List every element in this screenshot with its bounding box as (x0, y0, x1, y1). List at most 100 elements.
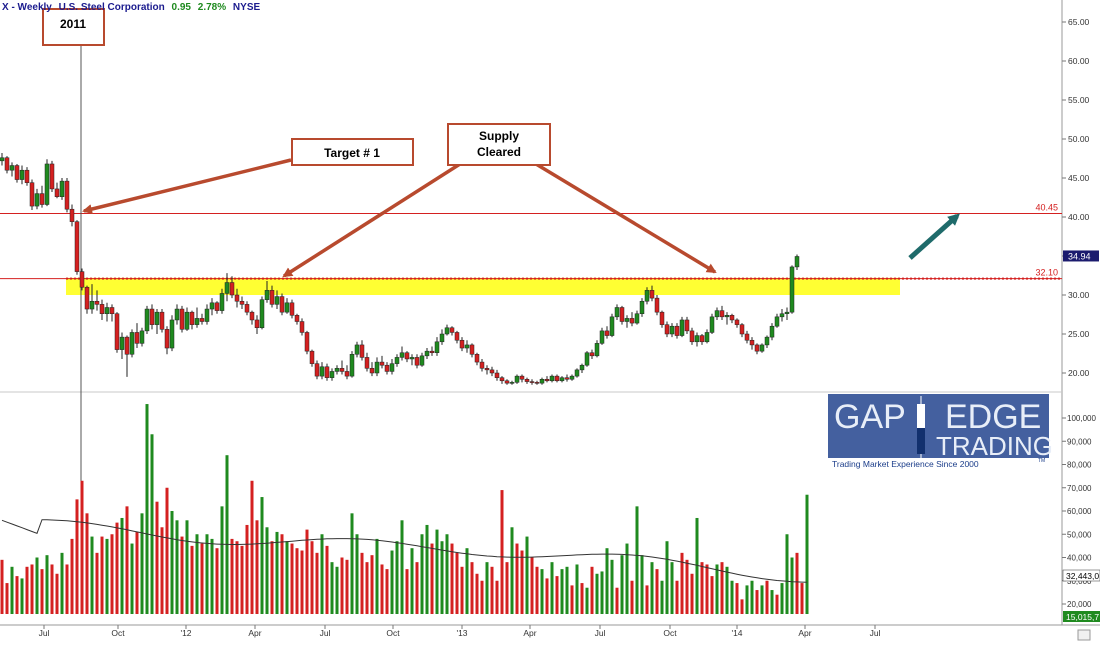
candle-body (714, 310, 720, 318)
volume-bar (165, 487, 169, 614)
candle (64, 178, 70, 213)
candle (169, 315, 175, 352)
candle (154, 309, 160, 334)
volume-bar (640, 555, 644, 614)
candle (304, 330, 310, 355)
volume-bar (240, 545, 244, 614)
date-tick-label: Apr (798, 628, 811, 638)
volume-last-label: 15,015,7 (1066, 612, 1099, 622)
candle (744, 330, 750, 344)
candle-body (449, 327, 455, 333)
candle-body (669, 325, 675, 335)
candle (209, 298, 215, 316)
date-tick-label: Jul (320, 628, 331, 638)
candle-body (734, 319, 740, 325)
volume-bar (215, 548, 219, 614)
volume-bar (65, 564, 69, 614)
volume-bar (95, 552, 99, 614)
logo-background (828, 394, 1049, 458)
volume-bar (605, 548, 609, 614)
volume-bar (420, 534, 424, 614)
candle-body (4, 157, 10, 171)
candle (9, 162, 15, 177)
candle (314, 360, 320, 380)
volume-bar (160, 527, 164, 614)
candle-body (224, 282, 230, 294)
candle-body (104, 307, 110, 314)
candle (649, 285, 655, 302)
candle-body (59, 180, 65, 197)
candle-body (639, 300, 645, 314)
scroll-button[interactable] (1077, 629, 1091, 641)
candle (619, 305, 625, 325)
candle-body (689, 330, 695, 343)
candle-body (654, 297, 660, 313)
volume-bar (185, 520, 189, 614)
year-box-text: 2011 (60, 17, 86, 31)
candle-body (709, 316, 715, 333)
candle-body (594, 343, 600, 357)
candle-body (559, 377, 565, 382)
candle (674, 323, 680, 339)
candle-body (34, 193, 40, 207)
candle-body (304, 332, 310, 352)
candle (244, 301, 250, 316)
volume-bar (535, 566, 539, 614)
candle (684, 316, 690, 334)
volume-bar (140, 513, 144, 614)
candle (484, 365, 490, 375)
candle (579, 363, 585, 373)
candle-body (364, 357, 370, 369)
volume-average-box (1062, 569, 1100, 582)
candle (574, 368, 580, 378)
candle (734, 318, 740, 328)
candle (589, 349, 595, 359)
candle-body (94, 300, 100, 305)
volume-bar (400, 520, 404, 614)
candle (259, 296, 265, 330)
chart-header: X - Weekly U.S. Steel Corporation 0.95 2… (2, 2, 260, 13)
volume-bar (450, 543, 454, 614)
volume-average-line (1, 519, 808, 583)
candle (264, 280, 270, 303)
candle-body (544, 378, 550, 382)
volume-bar (90, 536, 94, 614)
candle-body (109, 307, 115, 314)
candle-body (169, 319, 175, 349)
candle (539, 377, 545, 385)
candle-body (749, 339, 755, 346)
candle (14, 163, 20, 183)
volume-bar (620, 555, 624, 614)
logo-candle-white (917, 404, 925, 432)
candle-body (279, 296, 285, 313)
volume-bar (510, 527, 514, 614)
date-tick-label: Oct (663, 628, 677, 638)
candle-body (404, 352, 410, 360)
candle (419, 352, 425, 367)
candle-body (649, 290, 655, 299)
candle-body (474, 354, 480, 363)
candle-body (584, 352, 590, 366)
volume-bar (525, 536, 529, 614)
volume-bar (230, 538, 234, 614)
volume-bar (675, 580, 679, 614)
volume-bar (205, 534, 209, 614)
volume-bar (430, 543, 434, 614)
candle-body (539, 378, 545, 384)
candle-body (159, 311, 165, 330)
candle-body (784, 311, 790, 314)
candle (789, 265, 795, 314)
price-tick-label: 45.00 (1068, 173, 1090, 183)
supply-box: Supply Cleared (447, 123, 551, 166)
candle (39, 185, 45, 208)
volume-tick-label: 60,000 (1067, 507, 1092, 516)
candle-body (334, 368, 340, 372)
volume-bar (10, 566, 14, 614)
candle-body (359, 344, 365, 358)
volume-bar (110, 534, 114, 614)
candle-body (374, 361, 380, 374)
volume-bar (480, 580, 484, 614)
volume-bar (660, 580, 664, 614)
candle (639, 298, 645, 317)
candle (59, 178, 65, 200)
